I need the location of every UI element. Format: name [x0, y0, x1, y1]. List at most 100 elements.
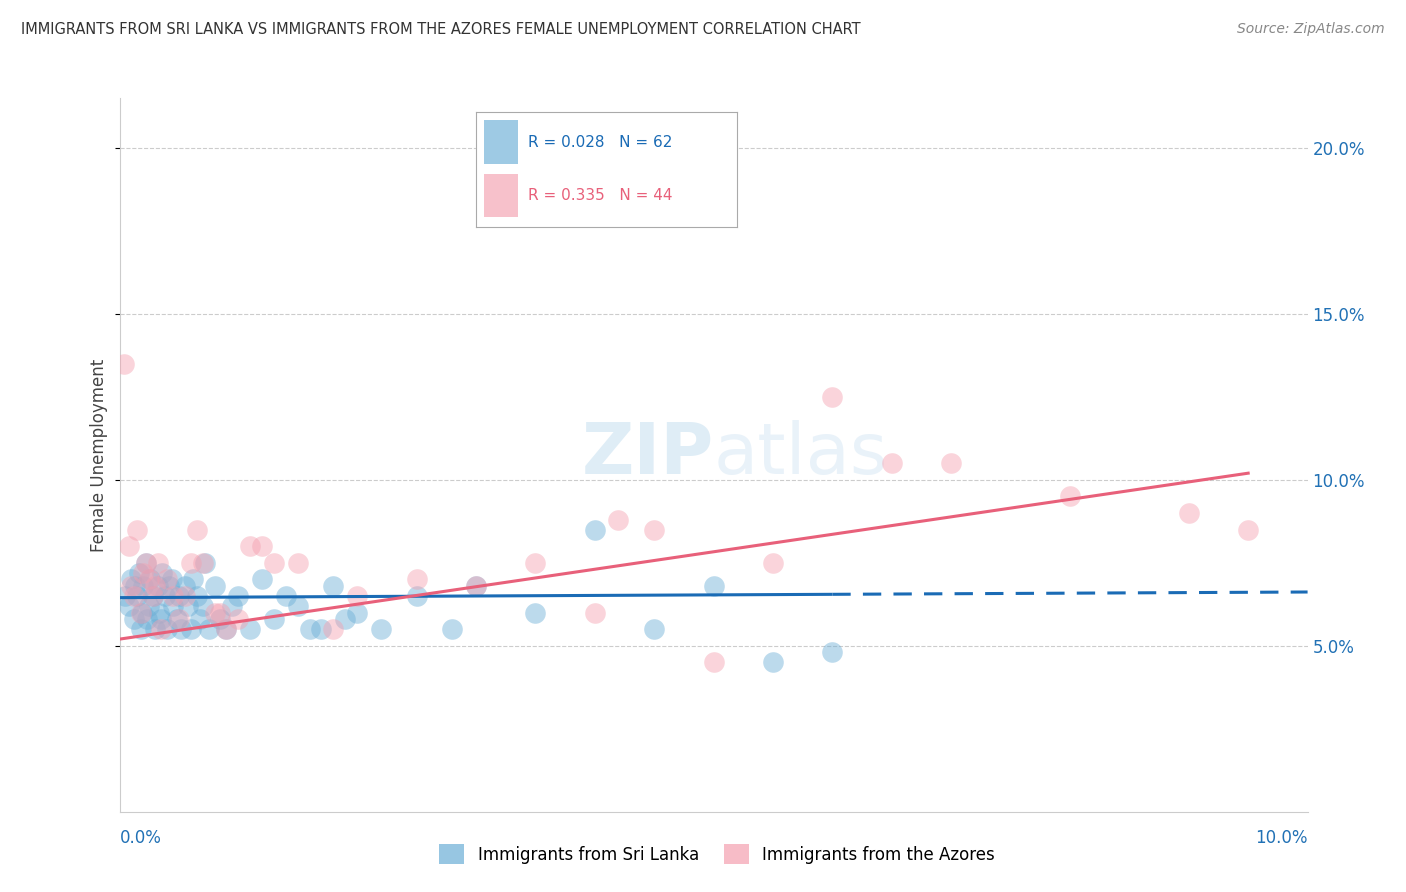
Point: [143, 579, 166, 593]
Point: [156, 622, 179, 636]
Point: [138, 599, 160, 613]
Point: [170, 622, 193, 636]
Point: [138, 573, 160, 587]
Legend: Immigrants from Sri Lanka, Immigrants from the Azores: Immigrants from Sri Lanka, Immigrants fr…: [433, 838, 1001, 871]
Point: [821, 390, 844, 404]
Point: [112, 357, 135, 371]
Point: [156, 573, 179, 587]
Point: [204, 579, 226, 593]
Point: [263, 556, 285, 570]
Point: [322, 579, 344, 593]
Point: [146, 556, 169, 570]
Point: [135, 556, 157, 570]
Point: [139, 573, 162, 587]
Point: [346, 606, 368, 620]
Point: [127, 589, 149, 603]
Point: [181, 573, 204, 587]
Point: [177, 599, 200, 613]
Point: [135, 612, 157, 626]
Point: [1237, 523, 1260, 537]
Point: [209, 606, 232, 620]
Point: [464, 579, 488, 593]
Point: [166, 612, 188, 626]
Point: [118, 599, 141, 613]
Point: [643, 622, 665, 636]
Point: [114, 589, 136, 603]
Point: [370, 622, 392, 636]
Point: [322, 622, 344, 636]
Point: [239, 539, 262, 553]
Point: [120, 579, 142, 593]
Point: [153, 589, 176, 603]
Point: [821, 645, 844, 659]
Point: [762, 556, 785, 570]
Point: [405, 573, 427, 587]
Point: [150, 612, 173, 626]
Point: [162, 599, 184, 613]
Point: [464, 579, 488, 593]
Point: [188, 612, 211, 626]
Point: [311, 622, 333, 636]
Point: [239, 622, 262, 636]
Point: [762, 656, 785, 670]
Point: [939, 456, 962, 470]
Point: [173, 579, 195, 593]
Point: [228, 612, 250, 626]
Point: [150, 566, 173, 580]
Point: [221, 599, 243, 613]
Point: [148, 606, 170, 620]
Point: [583, 606, 606, 620]
Text: 0.0%: 0.0%: [120, 829, 162, 847]
Point: [287, 599, 309, 613]
Point: [215, 622, 238, 636]
Point: [250, 539, 273, 553]
Point: [167, 589, 190, 603]
Point: [191, 556, 214, 570]
Text: atlas: atlas: [713, 420, 889, 490]
Point: [702, 579, 725, 593]
Point: [298, 622, 321, 636]
Point: [128, 566, 150, 580]
Point: [160, 573, 183, 587]
Point: [215, 622, 238, 636]
Point: [131, 606, 153, 620]
Point: [180, 622, 202, 636]
Point: [335, 612, 357, 626]
Point: [204, 606, 226, 620]
Text: IMMIGRANTS FROM SRI LANKA VS IMMIGRANTS FROM THE AZORES FEMALE UNEMPLOYMENT CORR: IMMIGRANTS FROM SRI LANKA VS IMMIGRANTS …: [21, 22, 860, 37]
Point: [173, 589, 195, 603]
Point: [524, 556, 547, 570]
Point: [1059, 490, 1081, 504]
Point: [132, 579, 155, 593]
Point: [150, 622, 173, 636]
Text: Source: ZipAtlas.com: Source: ZipAtlas.com: [1237, 22, 1385, 37]
Point: [209, 612, 232, 626]
Point: [129, 606, 152, 620]
Point: [132, 566, 155, 580]
Point: [135, 556, 157, 570]
Point: [122, 612, 145, 626]
Point: [162, 589, 184, 603]
Point: [405, 589, 427, 603]
Point: [124, 579, 146, 593]
Point: [120, 573, 142, 587]
Point: [127, 523, 149, 537]
Point: [583, 523, 606, 537]
Point: [167, 612, 190, 626]
Point: [441, 622, 464, 636]
Point: [524, 606, 547, 620]
Y-axis label: Female Unemployment: Female Unemployment: [90, 359, 108, 551]
Point: [146, 579, 169, 593]
Point: [250, 573, 273, 587]
Point: [186, 523, 208, 537]
Point: [274, 589, 297, 603]
Point: [643, 523, 665, 537]
Point: [263, 612, 285, 626]
Point: [122, 589, 145, 603]
Point: [142, 589, 165, 603]
Point: [157, 579, 180, 593]
Point: [1178, 506, 1201, 520]
Point: [191, 599, 214, 613]
Point: [228, 589, 250, 603]
Point: [180, 556, 202, 570]
